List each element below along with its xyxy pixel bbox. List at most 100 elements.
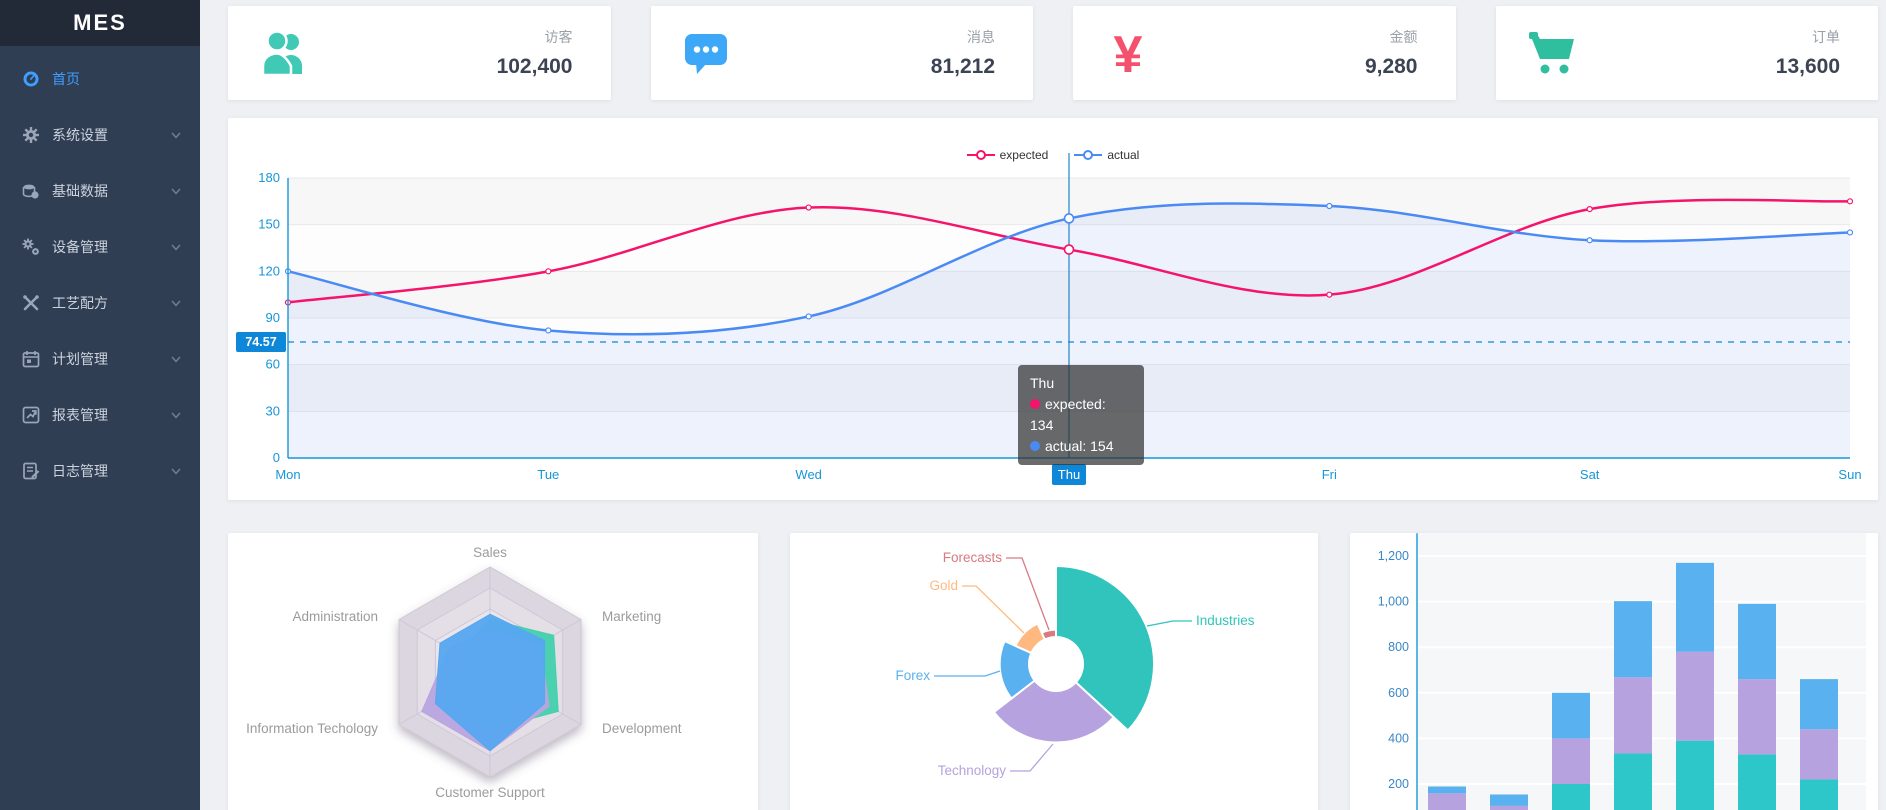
svg-text:150: 150 xyxy=(258,217,280,232)
sidebar-item-label: 基础数据 xyxy=(52,183,108,199)
stat-label: 金额 xyxy=(1389,29,1418,45)
bar-chart[interactable]: 200 400 600 800 1,000 1,200 xyxy=(1350,533,1878,810)
stat-cards-row: 访客 102,400 消息 81,212 ¥ 金额 9,280 订单 13,600 xyxy=(228,6,1878,100)
stat-card-0[interactable]: 访客 102,400 xyxy=(228,6,611,100)
bottom-charts-row: Sales Administration Information Techology… xyxy=(228,533,1878,810)
svg-text:60: 60 xyxy=(266,357,280,372)
cart-icon xyxy=(1526,28,1576,78)
svg-text:¥: ¥ xyxy=(1114,28,1143,82)
svg-text:Fri: Fri xyxy=(1322,467,1337,482)
chevron-down-icon xyxy=(170,409,182,421)
svg-text:600: 600 xyxy=(1388,686,1409,700)
stat-card-2[interactable]: ¥ 金额 9,280 xyxy=(1073,6,1456,100)
sidebar: MES 首页 系统设置 基础数据 设备管理 工艺配方 计划管理 报表管理 日志管理 xyxy=(0,0,200,810)
svg-text:Forecasts: Forecasts xyxy=(943,550,1003,565)
users-icon xyxy=(258,28,308,78)
stat-value: 81,212 xyxy=(930,55,995,78)
log-icon xyxy=(22,462,40,480)
sidebar-item-0[interactable]: 首页 xyxy=(0,51,200,107)
sidebar-item-label: 工艺配方 xyxy=(52,295,108,311)
chevron-down-icon xyxy=(170,353,182,365)
sidebar-item-7[interactable]: 日志管理 xyxy=(0,443,200,499)
tooltip-title: Thu xyxy=(1030,375,1055,391)
stat-value: 13,600 xyxy=(1775,55,1840,78)
legend-marker xyxy=(966,150,995,160)
sidebar-item-label: 计划管理 xyxy=(52,351,108,367)
svg-text:Tue: Tue xyxy=(537,467,559,482)
sidebar-item-label: 设备管理 xyxy=(52,239,108,255)
sidebar-item-6[interactable]: 报表管理 xyxy=(0,387,200,443)
svg-text:Gold: Gold xyxy=(929,578,958,593)
data-icon xyxy=(22,182,40,200)
message-icon xyxy=(681,28,731,78)
legend-marker xyxy=(1074,150,1103,160)
svg-text:Industries: Industries xyxy=(1196,613,1255,628)
tooltip-row: expected: 134 xyxy=(1030,396,1106,433)
line-chart-card: expected actual 0 30 60 90 120 150 180 Mon Tue We… xyxy=(228,118,1878,500)
stat-label: 访客 xyxy=(544,29,573,45)
svg-text:Technology: Technology xyxy=(938,763,1007,778)
svg-text:Administration: Administration xyxy=(292,609,378,624)
svg-text:Sat: Sat xyxy=(1580,467,1600,482)
svg-text:120: 120 xyxy=(258,263,280,278)
pie-chart[interactable]: Industries Technology Forex Gold Forecasts xyxy=(790,533,1318,810)
sidebar-item-5[interactable]: 计划管理 xyxy=(0,331,200,387)
svg-text:Sales: Sales xyxy=(473,545,507,560)
stat-value: 102,400 xyxy=(496,55,573,78)
sidebar-item-4[interactable]: 工艺配方 xyxy=(0,275,200,331)
chart-tooltip: Thu expected: 134 actual: 154 xyxy=(1018,365,1144,465)
stat-card-1[interactable]: 消息 81,212 xyxy=(650,6,1033,100)
svg-text:Forex: Forex xyxy=(895,668,930,683)
sidebar-item-label: 系统设置 xyxy=(52,127,108,143)
svg-text:Sun: Sun xyxy=(1838,467,1861,482)
svg-text:Thu: Thu xyxy=(1058,467,1080,482)
bar-chart-card: 200 400 600 800 1,000 1,200 xyxy=(1350,533,1878,810)
stat-card-3[interactable]: 订单 13,600 xyxy=(1495,6,1878,100)
svg-text:400: 400 xyxy=(1388,731,1409,745)
svg-text:180: 180 xyxy=(258,170,280,185)
sidebar-item-1[interactable]: 系统设置 xyxy=(0,107,200,163)
svg-text:1,200: 1,200 xyxy=(1378,549,1409,563)
chevron-down-icon xyxy=(170,185,182,197)
sidebar-item-2[interactable]: 基础数据 xyxy=(0,163,200,219)
sidebar-item-3[interactable]: 设备管理 xyxy=(0,219,200,275)
legend-item-expected[interactable]: expected xyxy=(966,148,1048,162)
chevron-down-icon xyxy=(170,129,182,141)
recipe-icon xyxy=(22,294,40,312)
pie-chart-card: Industries Technology Forex Gold Forecasts xyxy=(790,533,1318,810)
svg-text:Marketing: Marketing xyxy=(602,609,661,624)
stat-value: 9,280 xyxy=(1364,55,1418,78)
chevron-down-icon xyxy=(170,465,182,477)
svg-text:Customer Support: Customer Support xyxy=(435,785,545,800)
stat-label: 订单 xyxy=(1812,29,1840,45)
svg-text:1,000: 1,000 xyxy=(1378,595,1409,609)
svg-text:Mon: Mon xyxy=(275,467,300,482)
chevron-down-icon xyxy=(170,241,182,253)
legend-item-actual[interactable]: actual xyxy=(1074,148,1139,162)
settings-icon xyxy=(22,126,40,144)
main-content: 访客 102,400 消息 81,212 ¥ 金额 9,280 订单 13,600 expect… xyxy=(200,0,1886,810)
sidebar-item-label: 报表管理 xyxy=(52,407,108,423)
plan-icon xyxy=(22,350,40,368)
yen-icon: ¥ xyxy=(1103,28,1153,82)
sidebar-menu: 首页系统设置基础数据设备管理工艺配方计划管理报表管理日志管理 xyxy=(0,46,200,499)
tooltip-row: actual: 154 xyxy=(1030,436,1132,457)
svg-text:74.57: 74.57 xyxy=(245,335,276,349)
svg-text:800: 800 xyxy=(1388,640,1409,654)
radar-chart-card: Sales Administration Information Techology… xyxy=(228,533,758,810)
svg-text:Development: Development xyxy=(602,721,682,736)
radar-chart[interactable]: Sales Administration Information Techology… xyxy=(228,533,758,810)
svg-text:Information Techology: Information Techology xyxy=(246,721,378,736)
device-icon xyxy=(22,238,40,256)
svg-text:90: 90 xyxy=(266,310,280,325)
svg-text:30: 30 xyxy=(266,403,280,418)
svg-text:0: 0 xyxy=(273,450,280,465)
dashboard-icon xyxy=(22,70,40,88)
svg-text:Wed: Wed xyxy=(795,467,822,482)
report-icon xyxy=(22,406,40,424)
chevron-down-icon xyxy=(170,297,182,309)
sidebar-item-label: 首页 xyxy=(52,71,80,87)
sidebar-item-label: 日志管理 xyxy=(52,463,108,479)
line-chart-legend: expected actual xyxy=(228,148,1878,162)
